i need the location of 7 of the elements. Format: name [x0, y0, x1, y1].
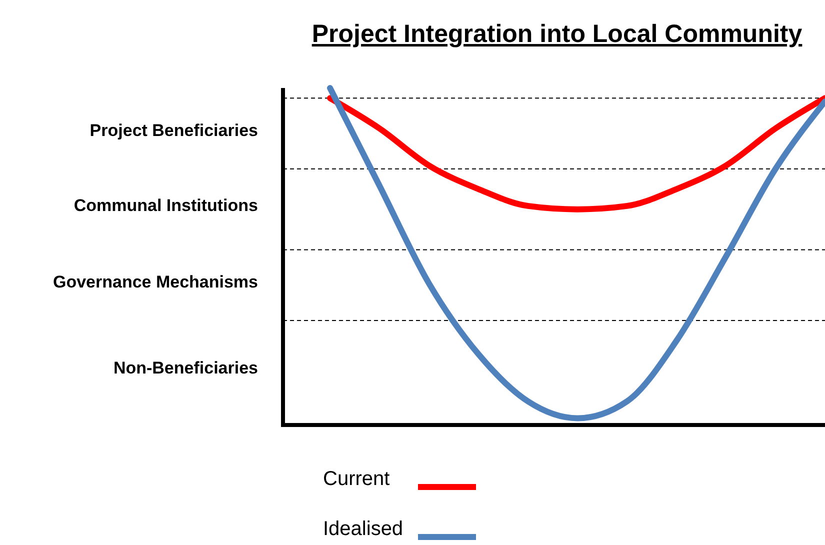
legend-label: Idealised: [323, 518, 404, 540]
chart-title: Project Integration into Local Community: [312, 20, 802, 48]
ref-line-label: Non-Beneficiaries: [113, 358, 258, 378]
ref-line-label: Communal Institutions: [74, 196, 258, 216]
legend-label: Current: [323, 468, 390, 490]
ref-line-label: Governance Mechanisms: [52, 272, 258, 292]
ref-line-label: Project Beneficiaries: [90, 120, 258, 140]
